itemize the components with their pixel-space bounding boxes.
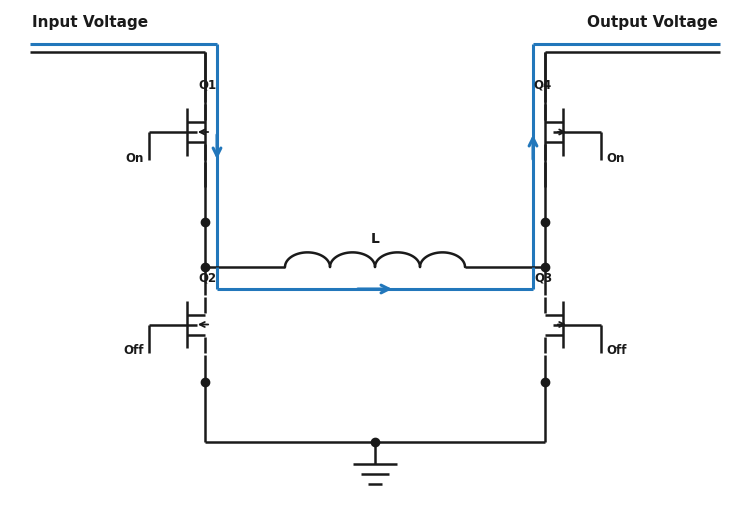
Text: On: On	[606, 151, 624, 164]
Text: Q2: Q2	[198, 271, 216, 284]
Text: Q4: Q4	[534, 79, 552, 92]
Text: Q3: Q3	[534, 271, 552, 284]
Text: Q1: Q1	[198, 79, 216, 92]
Text: Off: Off	[606, 344, 626, 357]
Text: Input Voltage: Input Voltage	[32, 15, 148, 30]
Text: L: L	[370, 232, 380, 246]
Text: Output Voltage: Output Voltage	[587, 15, 718, 30]
Text: Off: Off	[124, 344, 144, 357]
Text: On: On	[125, 151, 144, 164]
